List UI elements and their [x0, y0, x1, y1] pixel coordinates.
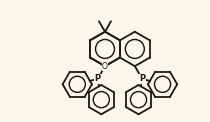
Text: P: P	[95, 74, 101, 83]
Text: P: P	[139, 74, 145, 83]
Text: O: O	[102, 62, 108, 71]
